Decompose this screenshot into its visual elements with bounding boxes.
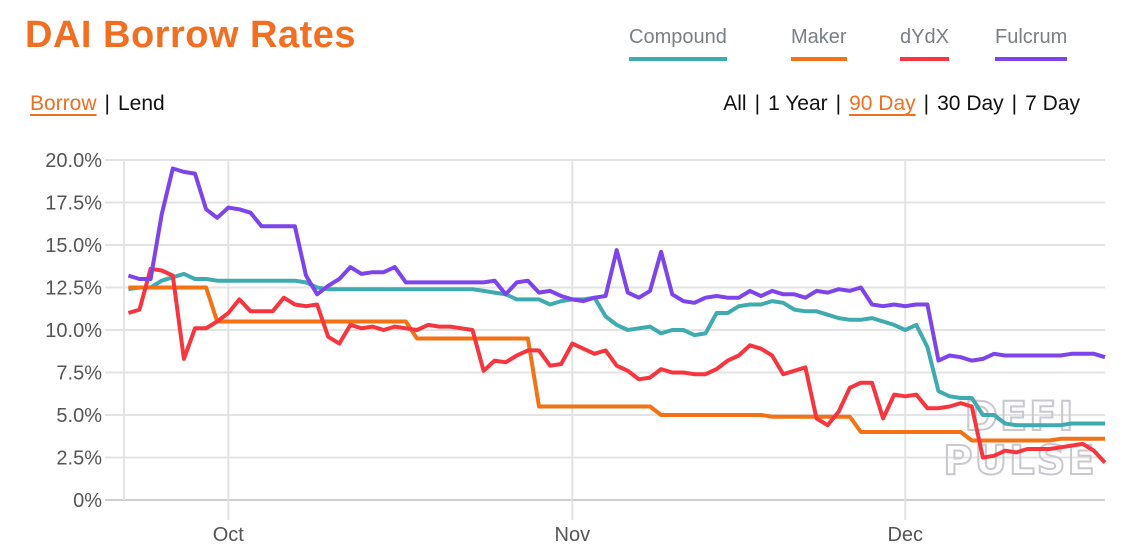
legend-label: Fulcrum bbox=[995, 26, 1068, 48]
x-tick-label: Oct bbox=[213, 524, 245, 546]
legend-swatch bbox=[629, 57, 727, 61]
separator: | bbox=[1011, 92, 1018, 115]
defi-pulse-watermark: DEFI PULSE bbox=[942, 393, 1095, 485]
y-tick-label: 20.0% bbox=[45, 150, 102, 172]
rate-mode-toggle: Borrow | Lend bbox=[30, 92, 165, 116]
legend-label: dYdX bbox=[900, 26, 949, 48]
x-tick-label: Nov bbox=[555, 524, 591, 546]
range-30-day[interactable]: 30 Day bbox=[937, 92, 1004, 115]
separator: | bbox=[754, 92, 761, 115]
series-line-fulcrum bbox=[127, 166, 1106, 363]
legend-maker[interactable]: Maker bbox=[791, 26, 847, 61]
legend-compound[interactable]: Compound bbox=[629, 26, 727, 61]
y-tick-label: 7.5% bbox=[56, 363, 102, 385]
range-all[interactable]: All bbox=[723, 92, 747, 115]
separator: | bbox=[923, 92, 930, 115]
watermark-line-1: DEFI bbox=[965, 394, 1076, 440]
legend-swatch bbox=[995, 57, 1068, 61]
y-tick-label: 12.5% bbox=[45, 278, 102, 300]
legend-fulcrum[interactable]: Fulcrum bbox=[995, 26, 1068, 61]
borrow-link[interactable]: Borrow bbox=[30, 92, 97, 115]
y-tick-label: 15.0% bbox=[45, 235, 102, 257]
y-tick-label: 2.5% bbox=[56, 448, 102, 470]
separator: | bbox=[104, 92, 110, 115]
series-line-dydx bbox=[127, 266, 1107, 464]
range-90-day[interactable]: 90 Day bbox=[849, 92, 916, 115]
legend-swatch bbox=[791, 57, 847, 61]
separator: | bbox=[835, 92, 842, 115]
legend-dydx[interactable]: dYdX bbox=[900, 26, 949, 61]
page-title: DAI Borrow Rates bbox=[25, 14, 357, 56]
range-7-day[interactable]: 7 Day bbox=[1025, 92, 1080, 115]
legend-label: Compound bbox=[629, 26, 727, 48]
y-tick-label: 17.5% bbox=[45, 193, 102, 215]
legend-label: Maker bbox=[791, 26, 847, 48]
range-1-year[interactable]: 1 Year bbox=[768, 92, 828, 115]
series-line-compound bbox=[128, 271, 1105, 428]
series-line-maker bbox=[128, 285, 1105, 443]
lend-link[interactable]: Lend bbox=[118, 92, 165, 115]
y-tick-label: 5.0% bbox=[56, 405, 102, 427]
y-tick-label: 0% bbox=[73, 490, 102, 512]
time-range-selector: All | 1 Year | 90 Day | 30 Day | 7 Day bbox=[723, 92, 1080, 116]
y-tick-label: 10.0% bbox=[45, 320, 102, 342]
legend-swatch bbox=[900, 57, 949, 61]
x-tick-label: Dec bbox=[887, 524, 923, 546]
